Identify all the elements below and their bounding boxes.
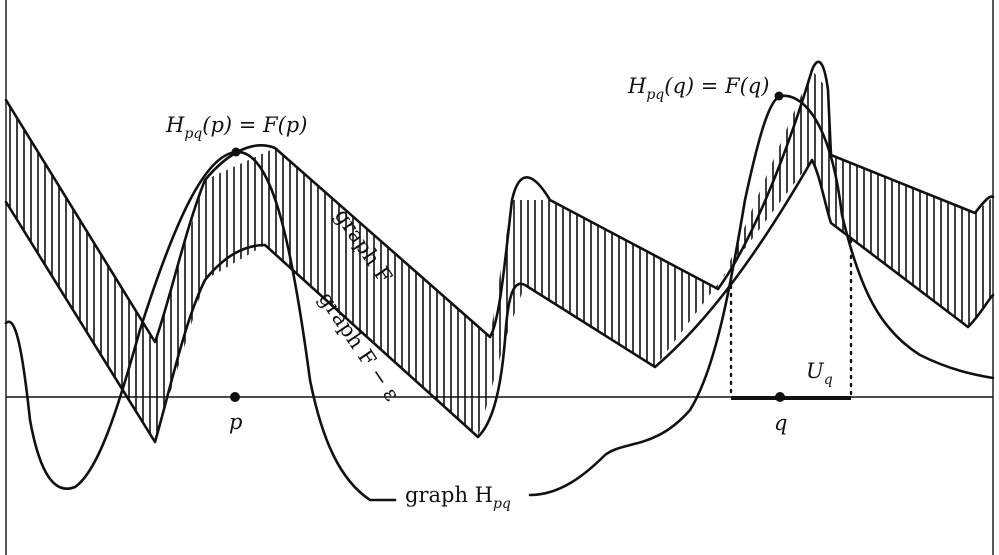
tangency-p-marker: [231, 147, 241, 157]
graph-hpq-label: graph Hpq: [405, 483, 511, 512]
point-p-label: p: [229, 410, 242, 434]
tangency-q-marker: [774, 91, 784, 101]
graph-f-curve: [4, 60, 995, 344]
uq-label: Uq: [806, 359, 833, 388]
graph-f-eps-label: graph F − ε: [314, 287, 404, 405]
graph-hpq-curve: [4, 94, 995, 502]
equation-q-label: Hpq(q) = F(q): [627, 74, 769, 103]
point-p-marker: [230, 392, 240, 402]
equation-p-label: Hpq(p) = F(p): [165, 113, 307, 142]
graph-f-minus-eps-curve: [4, 158, 995, 444]
point-q-label: q: [774, 411, 787, 435]
point-q-marker: [775, 392, 785, 402]
